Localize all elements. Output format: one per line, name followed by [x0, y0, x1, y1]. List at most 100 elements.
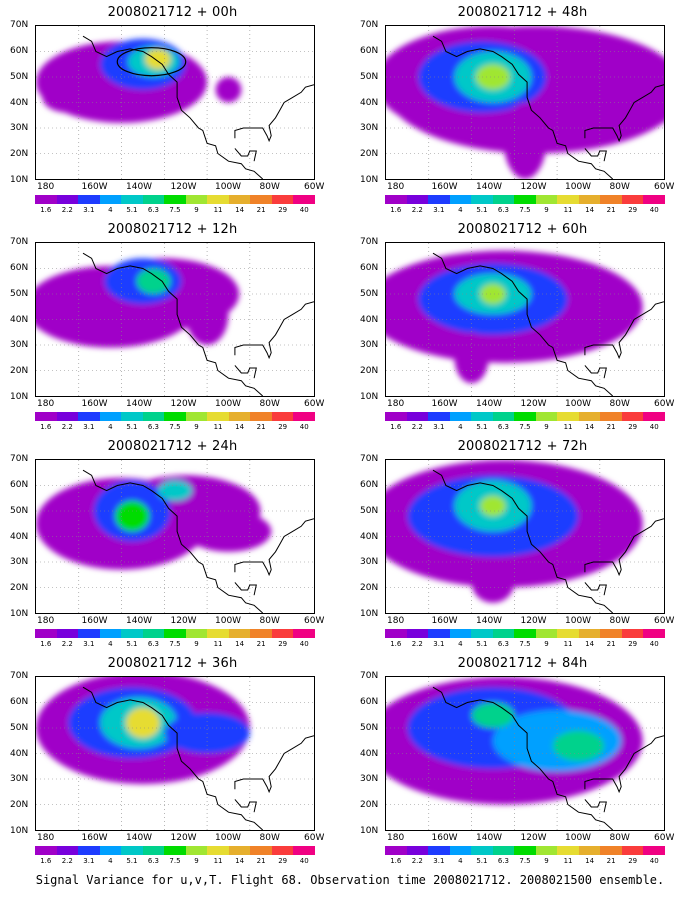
colorbar-swatch: [535, 195, 558, 204]
latitude-label: 20N: [10, 583, 29, 594]
coastline: [432, 469, 614, 613]
variance-contour: [115, 500, 150, 532]
colorbar-labels: 1.6 2.2 3.1 4 5.1 6.3 7.5 9 11 14 21 29 40: [35, 857, 315, 867]
panel-title: 2008021712 + 48h: [457, 5, 588, 20]
latitude-label: 60N: [10, 696, 29, 707]
colorbar-label: 14: [585, 640, 595, 648]
coastline: [234, 301, 314, 360]
colorbar-label: 6.3: [497, 423, 510, 431]
longitude-label: 140W: [126, 182, 153, 192]
colorbar-swatch: [600, 195, 622, 204]
colorbar-label: 1.6: [390, 423, 402, 431]
variance-contour: [42, 82, 94, 113]
latitude-label: 40N: [360, 748, 379, 759]
variance-contour: [125, 707, 161, 739]
latitude-label: 60N: [360, 696, 379, 707]
colorbar-swatch: [121, 846, 143, 855]
colorbar-swatch: [185, 629, 208, 638]
colorbar-swatch: [35, 629, 57, 638]
latitude-label: 50N: [360, 288, 379, 299]
colorbar-swatch: [35, 412, 57, 421]
colorbar-label: 29: [628, 423, 638, 431]
colorbar-label: 2.2: [61, 857, 73, 865]
longitude-label: 160W: [431, 616, 458, 626]
colorbar-label: 14: [585, 423, 595, 431]
colorbar-label: 21: [256, 857, 266, 865]
colorbar-label: 5.1: [476, 857, 488, 865]
colorbar-swatch: [578, 195, 601, 204]
colorbar-swatch: [385, 412, 407, 421]
coastline: [82, 686, 264, 830]
colorbar-swatch: [406, 412, 429, 421]
variance-contour: [185, 283, 229, 345]
colorbar-label: 6.3: [497, 206, 510, 214]
longitude-label: 120W: [520, 399, 547, 409]
longitude-label: 80W: [259, 616, 280, 626]
colorbar-label: 3.1: [433, 423, 445, 431]
variance-contour: [480, 283, 506, 305]
longitude-label: 80W: [259, 833, 280, 843]
figure-caption: Signal Variance for u,v,T. Flight 68. Ob…: [35, 873, 665, 887]
latitude-label: 20N: [10, 800, 29, 811]
latitude-label: 20N: [360, 366, 379, 377]
longitude-label: 60W: [654, 399, 675, 409]
colorbar-swatch: [406, 195, 429, 204]
map-area: [385, 242, 665, 397]
colorbar-swatch: [271, 195, 294, 204]
colorbar-labels: 1.6 2.2 3.1 4 5.1 6.3 7.5 9 11 14 21 29 40: [385, 857, 665, 867]
colorbar-swatch: [621, 412, 644, 421]
panel-title: 2008021712 + 60h: [457, 222, 588, 237]
colorbar-label: 40: [649, 857, 659, 865]
colorbar-label: 14: [585, 857, 595, 865]
colorbar-swatch: [428, 846, 450, 855]
colorbar-swatch: [207, 629, 229, 638]
map-panel-72h: 2008021712 + 72h 70N 60N 50N 40N 30N 20N 10N 180…: [350, 439, 695, 654]
colorbar-label: 3.1: [433, 640, 445, 648]
latitude-label: 60N: [10, 45, 29, 56]
colorbar-swatch: [99, 629, 122, 638]
colorbar-swatch: [600, 629, 622, 638]
colorbar-label: 21: [606, 857, 616, 865]
colorbar-label: 6.3: [147, 206, 160, 214]
colorbar-label: 7.5: [169, 857, 181, 865]
latitude-label: 20N: [10, 366, 29, 377]
longitude-label: 60W: [304, 399, 325, 409]
coastline: [432, 686, 614, 830]
longitude-label: 160W: [431, 182, 458, 192]
latitude-label: 50N: [10, 505, 29, 516]
latitude-label: 70N: [360, 671, 379, 681]
colorbar-swatch: [56, 195, 79, 204]
colorbar-label: 29: [628, 206, 638, 214]
colorbar-label: 11: [563, 423, 573, 431]
latitude-label: 30N: [360, 774, 379, 785]
colorbar-swatch: [56, 629, 79, 638]
colorbar-swatch: [121, 412, 143, 421]
latitude-label: 70N: [10, 454, 29, 464]
colorbar-swatch: [492, 412, 515, 421]
longitude-label: 80W: [259, 399, 280, 409]
latitude-label: 40N: [360, 531, 379, 542]
colorbar-label: 3.1: [433, 206, 445, 214]
colorbar-label: 9: [544, 206, 549, 214]
latitude-label: 10N: [360, 175, 379, 185]
colorbar-swatch: [293, 195, 315, 204]
colorbar-label: 6.3: [147, 423, 160, 431]
map-area: [385, 676, 665, 831]
colorbar-label: 14: [235, 423, 245, 431]
map-area: [35, 459, 315, 614]
colorbar-swatch: [557, 846, 579, 855]
colorbar-label: 29: [628, 857, 638, 865]
colorbar-label: 7.5: [519, 206, 531, 214]
variance-contour: [503, 102, 547, 179]
colorbar-label: 1.6: [40, 423, 52, 431]
colorbar-swatch: [293, 412, 315, 421]
longitude-label: 100W: [215, 616, 242, 626]
latitude-label: 70N: [360, 454, 379, 464]
variance-contour: [145, 48, 171, 70]
colorbar-label: 7.5: [519, 857, 531, 865]
longitude-label: 120W: [170, 399, 197, 409]
longitude-label: 160W: [81, 399, 108, 409]
colorbar-label: 6.3: [147, 640, 160, 648]
colorbar-label: 40: [299, 857, 309, 865]
colorbar-labels: 1.6 2.2 3.1 4 5.1 6.3 7.5 9 11 14 21 29 40: [385, 206, 665, 216]
